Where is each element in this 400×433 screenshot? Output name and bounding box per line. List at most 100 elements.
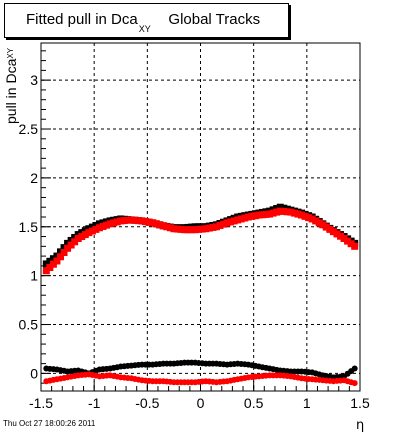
y-tick-label: 0.5 bbox=[19, 317, 39, 333]
square-point bbox=[308, 215, 316, 223]
x-tick-label: -0.5 bbox=[135, 395, 159, 411]
square-point bbox=[53, 257, 61, 265]
square-point bbox=[145, 218, 153, 226]
square-point bbox=[67, 236, 75, 244]
square-point bbox=[234, 216, 242, 224]
square-point bbox=[71, 234, 79, 242]
square-point bbox=[78, 233, 86, 241]
square-point bbox=[49, 260, 57, 268]
square-point bbox=[42, 260, 50, 268]
square-point bbox=[64, 239, 72, 247]
circle-point bbox=[351, 380, 358, 387]
square-point bbox=[152, 220, 160, 228]
square-point bbox=[95, 220, 103, 228]
data-points bbox=[42, 203, 359, 387]
square-point bbox=[237, 215, 245, 223]
chart-title-subscript: XY bbox=[138, 24, 151, 34]
y-axis-label: pull in DcaXY bbox=[3, 47, 19, 124]
square-point bbox=[287, 208, 295, 216]
square-point bbox=[262, 210, 270, 218]
y-tick-label: 1 bbox=[30, 268, 38, 284]
square-point bbox=[99, 219, 107, 227]
x-tick-label: -1.5 bbox=[29, 395, 53, 411]
square-point bbox=[191, 226, 199, 234]
square-point bbox=[88, 223, 96, 231]
square-point bbox=[347, 240, 355, 248]
x-tick-label: 0.5 bbox=[244, 395, 264, 411]
square-point bbox=[159, 222, 167, 230]
square-point bbox=[181, 226, 189, 234]
square-point bbox=[81, 231, 89, 239]
square-point bbox=[53, 252, 61, 260]
chart-title-gap bbox=[152, 11, 169, 28]
square-point bbox=[60, 249, 68, 257]
title-box: Fitted pull in DcaXY Global Tracks bbox=[4, 3, 289, 38]
square-point bbox=[223, 219, 231, 227]
square-point bbox=[71, 238, 79, 246]
y-tick-label: 1.5 bbox=[19, 219, 39, 235]
square-point bbox=[149, 219, 157, 227]
square-point bbox=[142, 218, 150, 226]
square-point bbox=[188, 226, 196, 234]
x-tick-label: -1 bbox=[88, 395, 101, 411]
square-point bbox=[110, 219, 118, 227]
timestamp-footer: Thu Oct 27 18:00:26 2011 bbox=[3, 419, 96, 428]
square-point bbox=[283, 208, 291, 216]
square-point bbox=[241, 214, 249, 222]
square-point bbox=[266, 210, 274, 218]
chart-title-main: Fitted pull in Dca bbox=[26, 11, 138, 28]
y-axis-label-subscript: XY bbox=[6, 47, 15, 58]
square-point bbox=[117, 217, 125, 225]
y-tick-label: 3 bbox=[30, 72, 38, 88]
square-point bbox=[344, 237, 352, 245]
square-point bbox=[92, 221, 100, 229]
square-point bbox=[103, 221, 111, 229]
square-point bbox=[184, 226, 192, 234]
square-point bbox=[99, 222, 107, 230]
square-point bbox=[273, 208, 281, 216]
square-point bbox=[78, 229, 86, 237]
y-tick-label: 0 bbox=[30, 365, 38, 381]
square-point bbox=[60, 244, 68, 252]
square-point bbox=[315, 219, 323, 227]
square-point bbox=[177, 225, 185, 233]
square-point bbox=[85, 229, 93, 237]
square-point bbox=[269, 209, 277, 217]
square-point bbox=[42, 267, 50, 275]
square-point bbox=[49, 255, 57, 263]
x-tick-label: 1 bbox=[303, 395, 311, 411]
square-point bbox=[333, 230, 341, 238]
square-point bbox=[156, 221, 164, 229]
square-point bbox=[56, 248, 64, 256]
square-point bbox=[248, 212, 256, 220]
square-point bbox=[244, 213, 252, 221]
square-point bbox=[67, 241, 75, 249]
axis-ticks bbox=[40, 50, 361, 391]
square-point bbox=[227, 218, 235, 226]
square-point bbox=[64, 244, 72, 252]
square-point bbox=[56, 253, 64, 261]
square-point bbox=[351, 242, 359, 250]
square-point bbox=[230, 217, 238, 225]
square-point bbox=[209, 223, 217, 231]
square-point bbox=[255, 211, 263, 219]
square-point bbox=[88, 227, 96, 235]
square-point bbox=[170, 225, 178, 233]
square-point bbox=[138, 217, 146, 225]
square-point bbox=[276, 203, 284, 211]
y-tick-label: 2.5 bbox=[19, 121, 39, 137]
chart-title-suffix: Global Tracks bbox=[168, 11, 261, 28]
square-point bbox=[329, 228, 337, 236]
square-point bbox=[198, 225, 206, 233]
square-point bbox=[290, 209, 298, 217]
square-point bbox=[276, 207, 284, 215]
square-point bbox=[95, 224, 103, 232]
square-point bbox=[273, 205, 281, 213]
chart-title: Fitted pull in DcaXY Global Tracks bbox=[26, 11, 261, 34]
square-point bbox=[131, 216, 139, 224]
square-point bbox=[124, 216, 132, 224]
square-point bbox=[113, 218, 121, 226]
y-tick-label: 2 bbox=[30, 170, 38, 186]
square-point bbox=[202, 225, 210, 233]
